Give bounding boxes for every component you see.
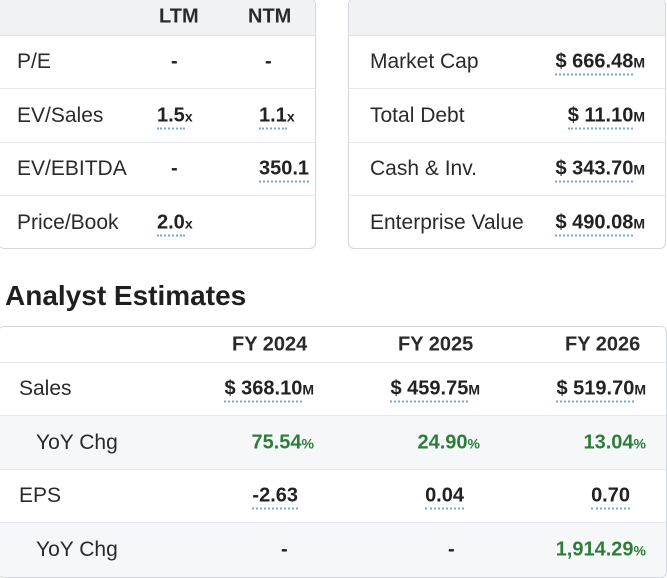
cash-value[interactable]: $ 343.70M [555, 157, 645, 183]
total-debt-value[interactable]: $ 11.10M [567, 104, 645, 129]
eps-fy2024-value[interactable]: -2.63 [252, 484, 298, 510]
multiple-row-ev-sales: EV/Sales 1.5x 1.1x [0, 89, 315, 143]
multiples-card: LTM NTM P/E - - EV/Sales 1.5x 1.1x EV/EB… [0, 0, 316, 249]
estimates-row-eps-yoy: YoY Chg - - 1,914.29% [0, 523, 666, 577]
estimates-row-sales: Sales $ 368.10M $ 459.75M $ 519.70M [0, 363, 666, 416]
valuation-row-total-debt: Total Debt $ 11.10M [349, 89, 665, 143]
row-label: P/E [17, 50, 51, 73]
estimates-card: FY 2024 FY 2025 FY 2026 Sales $ 368.10M … [0, 326, 667, 578]
header-fy2026: FY 2026 [565, 333, 641, 355]
eps-yoy-fy2025-value: - [448, 538, 455, 561]
estimates-row-sales-yoy: YoY Chg 75.54% 24.90% 13.04% [0, 416, 666, 470]
row-label: EV/EBITDA [17, 157, 127, 180]
sales-yoy-fy2026-value: 13.04% [583, 431, 646, 453]
price-book-ltm-value[interactable]: 2.0x [157, 211, 193, 237]
pe-ltm-value: - [171, 50, 178, 73]
sales-fy2024-value[interactable]: $ 368.10M [224, 377, 314, 403]
sales-yoy-fy2025-value: 24.90% [417, 431, 480, 453]
valuation-header [349, 0, 665, 36]
section-title: Analyst Estimates [5, 280, 247, 311]
enterprise-value-value[interactable]: $ 490.08M [555, 211, 645, 237]
sales-fy2026-value[interactable]: $ 519.70M [556, 377, 646, 403]
ev-sales-ltm-value[interactable]: 1.5x [157, 104, 193, 129]
sales-yoy-fy2024-value: 75.54% [251, 431, 314, 453]
row-label: Cash & Inv. [370, 157, 477, 180]
estimates-row-eps: EPS -2.63 0.04 0.70 [0, 470, 666, 523]
eps-yoy-fy2026-value: 1,914.29% [555, 538, 646, 561]
header-fy2024: FY 2024 [232, 333, 308, 355]
eps-yoy-fy2024-value: - [281, 538, 288, 561]
valuation-row-cash: Cash & Inv. $ 343.70M [349, 143, 665, 196]
header-fy2025: FY 2025 [398, 333, 474, 355]
row-label: YoY Chg [36, 538, 118, 561]
multiple-row-price-book: Price/Book 2.0x [0, 196, 315, 248]
ev-sales-ntm-value[interactable]: 1.1x [259, 104, 295, 129]
multiple-row-pe: P/E - - [0, 36, 315, 89]
sales-fy2025-value[interactable]: $ 459.75M [390, 377, 480, 403]
header-ntm: NTM [248, 5, 292, 28]
eps-fy2026-value[interactable]: 0.70 [591, 484, 630, 510]
multiples-header: LTM NTM [0, 0, 315, 36]
row-label: Sales [19, 377, 72, 400]
header-ltm: LTM [159, 5, 199, 28]
row-label: YoY Chg [36, 430, 118, 454]
row-label: Total Debt [370, 103, 465, 127]
eps-fy2025-value[interactable]: 0.04 [425, 484, 464, 510]
multiple-row-ev-ebitda: EV/EBITDA - 350.1 [0, 143, 315, 196]
valuation-row-enterprise-value: Enterprise Value $ 490.08M [349, 196, 665, 248]
ev-ebitda-ltm-value: - [171, 157, 178, 180]
row-label: EPS [19, 484, 62, 507]
row-label: EV/Sales [17, 103, 104, 127]
ev-ebitda-ntm-value[interactable]: 350.1 [259, 157, 310, 183]
pe-ntm-value: - [265, 50, 272, 73]
row-label: Price/Book [17, 211, 119, 234]
market-cap-value[interactable]: $ 666.48M [555, 50, 645, 76]
row-label: Enterprise Value [370, 211, 524, 234]
row-label: Market Cap [370, 50, 479, 73]
estimates-header: FY 2024 FY 2025 FY 2026 [0, 327, 666, 363]
valuation-row-market-cap: Market Cap $ 666.48M [349, 36, 665, 89]
valuation-card: Market Cap $ 666.48M Total Debt $ 11.10M… [348, 0, 666, 249]
